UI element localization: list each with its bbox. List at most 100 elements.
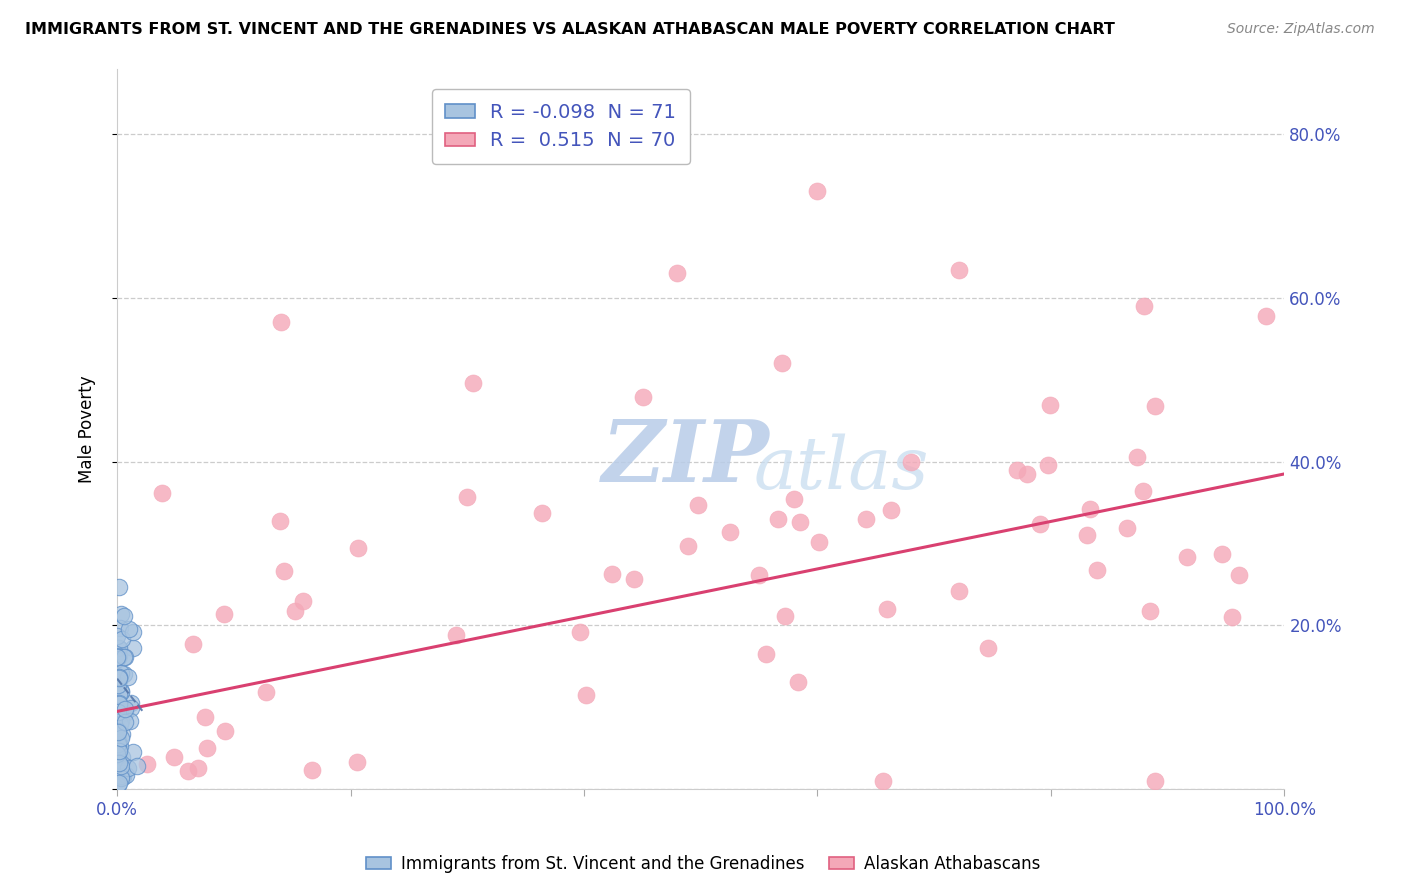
Point	[214, 724, 236, 739]
Point	[1005, 463, 1028, 477]
Point	[666, 266, 689, 280]
Point	[301, 763, 323, 777]
Point	[187, 762, 209, 776]
Point	[110, 706, 132, 720]
Point	[107, 778, 129, 792]
Point	[1015, 467, 1038, 481]
Point	[127, 759, 149, 773]
Point	[107, 744, 129, 758]
Point	[122, 624, 145, 639]
Point	[108, 776, 131, 790]
Point	[152, 486, 174, 500]
Point	[108, 739, 131, 754]
Point	[107, 678, 129, 692]
Point	[110, 769, 132, 783]
Point	[531, 506, 554, 520]
Point	[108, 649, 131, 664]
Point	[122, 640, 145, 655]
Point	[195, 741, 218, 756]
Point	[346, 756, 368, 770]
Point	[114, 702, 136, 716]
Point	[631, 390, 654, 404]
Point	[110, 714, 132, 729]
Point	[787, 675, 810, 690]
Point	[773, 608, 796, 623]
Point	[108, 670, 131, 684]
Point	[107, 675, 129, 690]
Point	[107, 629, 129, 643]
Point	[766, 512, 789, 526]
Point	[1256, 309, 1278, 323]
Point	[107, 696, 129, 710]
Text: IMMIGRANTS FROM ST. VINCENT AND THE GRENADINES VS ALASKAN ATHABASCAN MALE POVERT: IMMIGRANTS FROM ST. VINCENT AND THE GREN…	[25, 22, 1115, 37]
Point	[720, 524, 742, 539]
Point	[107, 760, 129, 774]
Point	[107, 705, 129, 719]
Y-axis label: Male Poverty: Male Poverty	[79, 375, 96, 483]
Point	[163, 750, 186, 764]
Point	[568, 624, 591, 639]
Point	[688, 498, 710, 512]
Point	[115, 768, 138, 782]
Point	[110, 666, 132, 681]
Point	[269, 514, 291, 528]
Point	[107, 649, 129, 664]
Point	[602, 566, 624, 581]
Point	[900, 455, 922, 469]
Point	[876, 602, 898, 616]
Point	[755, 647, 778, 661]
Text: atlas: atlas	[754, 434, 929, 504]
Point	[1039, 398, 1062, 412]
Point	[1078, 501, 1101, 516]
Point	[879, 503, 901, 517]
Point	[112, 608, 135, 623]
Point	[347, 541, 370, 556]
Point	[110, 717, 132, 731]
Point	[120, 696, 142, 710]
Point	[110, 684, 132, 698]
Point	[111, 632, 134, 646]
Point	[292, 593, 315, 607]
Point	[107, 747, 129, 762]
Point	[977, 640, 1000, 655]
Point	[676, 539, 699, 553]
Point	[120, 701, 142, 715]
Point	[461, 376, 484, 390]
Point	[107, 672, 129, 686]
Point	[111, 702, 134, 716]
Point	[872, 774, 894, 789]
Point	[575, 688, 598, 702]
Point	[110, 731, 132, 745]
Point	[118, 623, 141, 637]
Point	[107, 732, 129, 747]
Point	[1085, 563, 1108, 577]
Point	[107, 735, 129, 749]
Point	[254, 685, 277, 699]
Point	[1227, 568, 1250, 582]
Point	[120, 714, 142, 729]
Point	[270, 315, 292, 329]
Text: ZIP: ZIP	[602, 416, 769, 500]
Point	[107, 650, 129, 665]
Point	[117, 761, 139, 775]
Point	[112, 666, 135, 681]
Point	[1211, 547, 1233, 561]
Point	[1116, 520, 1139, 534]
Point	[273, 564, 295, 578]
Point	[108, 671, 131, 685]
Text: Source: ZipAtlas.com: Source: ZipAtlas.com	[1227, 22, 1375, 37]
Point	[1133, 299, 1156, 313]
Point	[107, 757, 129, 772]
Point	[1143, 774, 1166, 789]
Point	[748, 568, 770, 582]
Point	[105, 710, 128, 724]
Point	[177, 764, 200, 779]
Point	[456, 490, 478, 504]
Point	[948, 584, 970, 599]
Point	[117, 670, 139, 684]
Point	[1029, 516, 1052, 531]
Point	[105, 722, 128, 736]
Point	[108, 698, 131, 712]
Point	[107, 738, 129, 752]
Point	[108, 622, 131, 636]
